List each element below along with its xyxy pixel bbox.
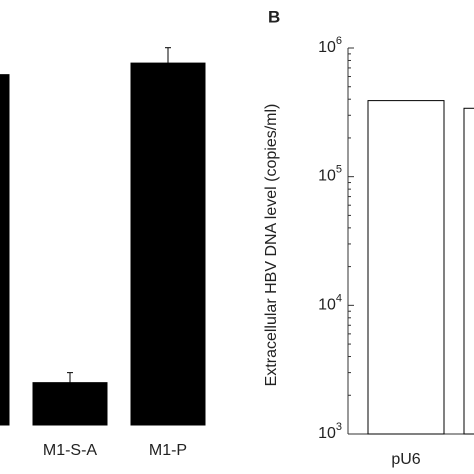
y-tick-label: 105 <box>318 164 342 185</box>
x-tick-label: pU6 <box>391 451 420 468</box>
x-tick-label: M1-P <box>149 442 187 459</box>
y-tick-label: 104 <box>318 292 342 313</box>
bar <box>0 74 10 426</box>
bar <box>32 382 108 426</box>
y-axis-label: Extracellular HBV DNA level (copies/ml) <box>263 104 280 387</box>
bar <box>130 62 206 426</box>
y-tick-label: 103 <box>318 421 342 442</box>
bar <box>367 100 445 435</box>
y-tick-label: 106 <box>318 35 342 56</box>
x-tick-label: M1-S-A <box>43 442 98 459</box>
bar <box>463 107 474 435</box>
panel-label: B <box>268 7 280 26</box>
